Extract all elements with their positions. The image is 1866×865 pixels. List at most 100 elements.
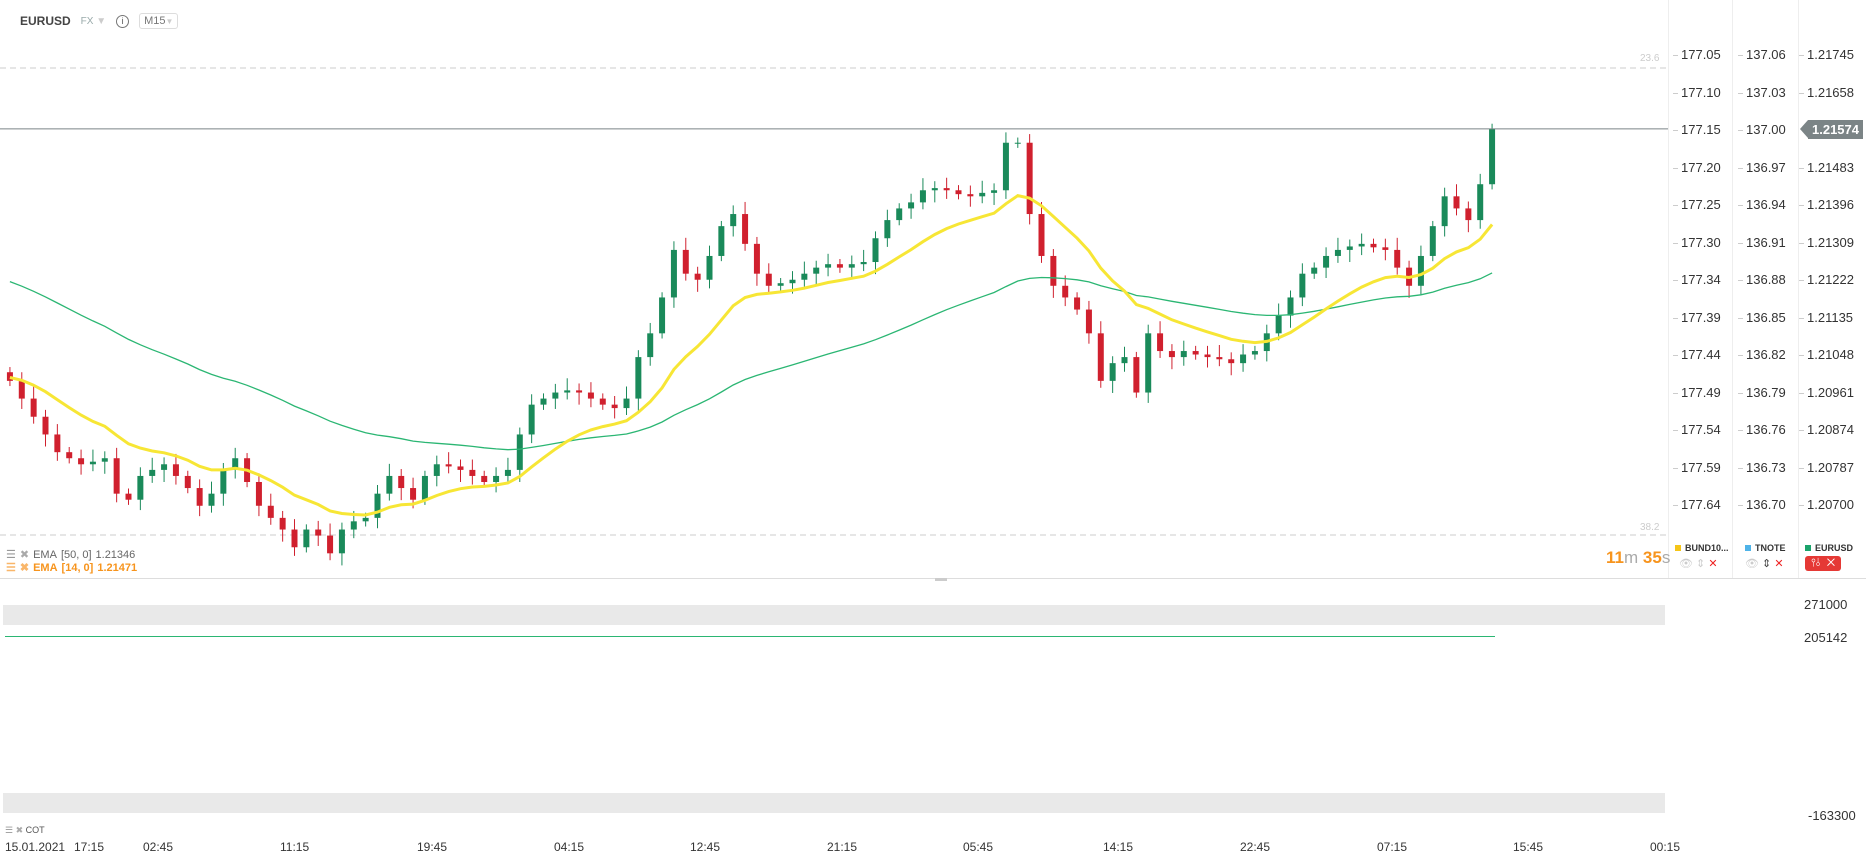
candlestick-icon[interactable]: ⫯⫰	[1811, 557, 1821, 569]
axis-tick-label: 1.21222	[1799, 272, 1854, 287]
candle-body	[599, 398, 606, 405]
axis-tick-label: 177.39	[1673, 309, 1721, 325]
axis-tick-label: 177.05	[1673, 47, 1721, 62]
eye-icon[interactable]: 👁	[1745, 558, 1759, 570]
candle-body	[908, 202, 915, 209]
axis-tick-label: 136.94	[1738, 197, 1786, 212]
axis-tick-label: 136.73	[1738, 459, 1786, 475]
settings-icon[interactable]: ☰	[5, 825, 14, 835]
cot-axis-label: -163300	[1808, 808, 1856, 823]
time-tick-label: 21:15	[827, 840, 858, 854]
candle-body	[1453, 196, 1460, 209]
candle-body	[1133, 357, 1140, 393]
settings-icon[interactable]: ☰	[6, 549, 16, 561]
ema50-line	[9, 272, 1493, 451]
candle-body	[161, 464, 168, 470]
close-icon[interactable]: ✕	[1826, 557, 1836, 569]
axis-tick-label: 136.82	[1738, 347, 1786, 362]
candle-body	[113, 458, 120, 494]
indicator-legend: ☰ ✖ EMA [50, 0] 1.21346 ☰ ✖ EMA [14, 0] 1.21471	[6, 548, 137, 575]
reorder-icon[interactable]: ⇕	[1696, 558, 1706, 570]
candle-body	[481, 475, 488, 482]
axis-tick-label: 1.21135	[1798, 309, 1854, 325]
eurusd-axis[interactable]: 1.21745 1.21658 1.21483 1.21396 1.21309 1.212…	[1798, 0, 1866, 578]
eye-icon[interactable]: 👁	[1679, 558, 1693, 570]
candle-body	[1002, 142, 1009, 191]
axis-tick-label: 1.21745	[1799, 47, 1854, 62]
candle-body	[232, 458, 239, 470]
bund-axis[interactable]: 177.05 177.10 177.15 177.20 177.25 177.30 177.…	[1668, 0, 1732, 578]
pane-divider[interactable]	[0, 578, 1866, 579]
ema14-line	[9, 193, 1494, 517]
cot-axis-label: 271000	[1804, 597, 1848, 612]
candle-body	[516, 434, 523, 470]
axis-tick-label: 136.79	[1738, 384, 1786, 400]
candle-body	[1334, 249, 1341, 256]
candle-body	[42, 416, 49, 435]
axis-tick-label: 1.21396	[1799, 197, 1854, 212]
axis-tick-label: 137.06	[1738, 47, 1786, 62]
cot-label: COT	[25, 825, 45, 835]
close-icon[interactable]: ✕	[1708, 558, 1718, 570]
ema50-legend[interactable]: ☰ ✖ EMA [50, 0] 1.21346	[6, 548, 137, 562]
pane-resize-handle[interactable]	[935, 578, 947, 581]
axis-tick-label: 1.20961	[1799, 384, 1854, 400]
timeframe-dropdown[interactable]: M15▼	[139, 13, 179, 29]
fib-level-upper: 23.6	[1640, 53, 1660, 64]
candle-body	[1287, 297, 1294, 316]
ema14-legend[interactable]: ☰ ✖ EMA [14, 0] 1.21471	[6, 561, 137, 575]
price-chart[interactable]	[0, 0, 1668, 578]
candle-body	[338, 529, 345, 554]
symbol-name[interactable]: EURUSD	[20, 14, 71, 28]
candle-body	[1085, 309, 1092, 334]
axis-tick-label: 1.21309	[1799, 234, 1854, 250]
candle-body	[6, 372, 13, 381]
candle-body	[1192, 351, 1199, 355]
chevron-down-icon: ▼	[96, 15, 107, 27]
settings-icon[interactable]: ☰	[6, 562, 16, 574]
candle-body	[1465, 208, 1472, 221]
axis-tick-label: 1.21048	[1799, 347, 1854, 362]
reorder-icon[interactable]: ⇕	[1762, 558, 1772, 570]
candle-body	[836, 264, 843, 268]
candle-body	[967, 194, 974, 197]
candle-body	[457, 466, 464, 470]
tnote-axis[interactable]: 137.06 137.03 137.00 136.97 136.94 136.91 136.…	[1732, 0, 1798, 578]
close-icon[interactable]: ✕	[1774, 558, 1784, 570]
candle-body	[789, 279, 796, 284]
candle-body	[255, 481, 262, 506]
time-tick-label: 15:45	[1513, 840, 1544, 854]
main-series-controls: ⫯⫰ ✕	[1805, 556, 1842, 571]
candle-body	[350, 521, 357, 530]
series-name: TNOTE	[1755, 543, 1786, 553]
cot-band-lower	[3, 793, 1665, 813]
time-tick-label: 00:15	[1650, 840, 1681, 854]
axis-tick-label: 1.20874	[1799, 422, 1854, 437]
candle-body	[991, 190, 998, 193]
axis-tick-label: 177.10	[1673, 84, 1721, 100]
timer-minutes: 11	[1606, 548, 1624, 567]
time-tick-label: 12:45	[690, 840, 721, 854]
candle-body	[267, 505, 274, 518]
market-dropdown[interactable]: FX ▼	[81, 16, 106, 27]
cot-legend[interactable]: ☰ ✖ COT	[5, 825, 45, 836]
candle-body	[872, 238, 879, 263]
info-icon[interactable]: i	[116, 14, 130, 28]
chart-header: EURUSD FX ▼ i M15▼	[20, 13, 179, 29]
axis-tick-label: 136.70	[1738, 497, 1786, 512]
candle-body	[386, 475, 393, 494]
candle-body	[919, 190, 926, 203]
candle-body	[1489, 128, 1496, 185]
candle-body	[1394, 249, 1401, 268]
candle-body	[848, 264, 855, 268]
candle-body	[362, 517, 369, 522]
remove-icon[interactable]: ✖	[19, 562, 30, 574]
candle-body	[623, 398, 630, 409]
remove-icon[interactable]: ✖	[19, 549, 30, 561]
candle-body	[576, 390, 583, 393]
candle-body	[682, 249, 689, 274]
candle-body	[327, 535, 334, 554]
candle-body	[18, 380, 25, 399]
remove-icon[interactable]: ✖	[15, 825, 24, 835]
last-price-badge: 1.21574	[1800, 120, 1863, 139]
